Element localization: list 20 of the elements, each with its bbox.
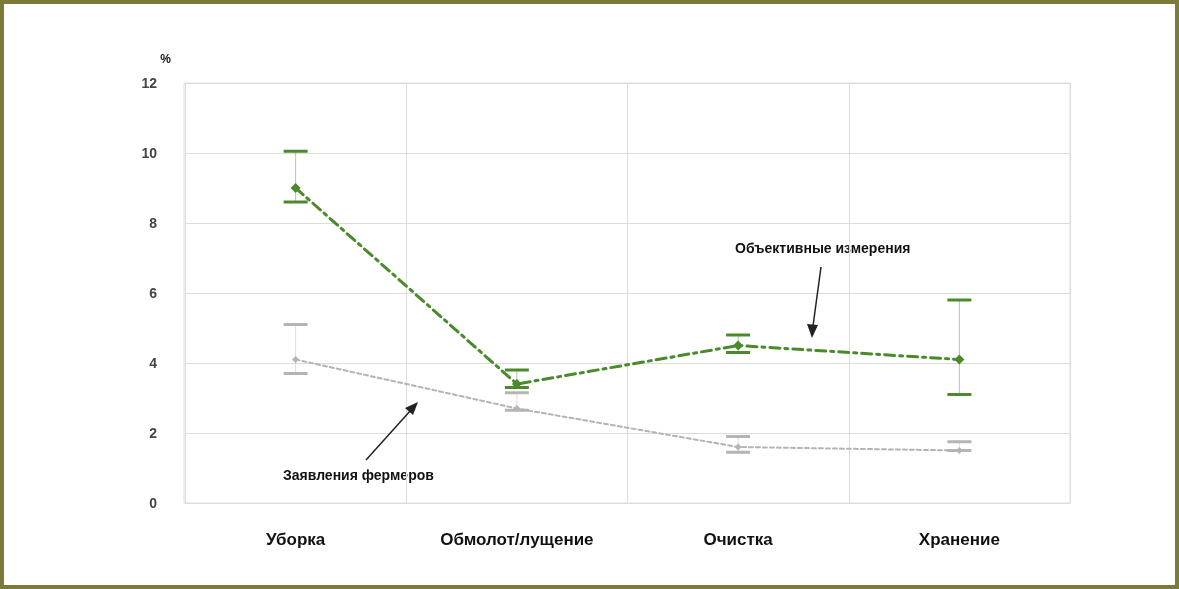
annotation: Объективные измерения [735,240,911,256]
y-tick-label: 10 [141,145,158,161]
x-tick-label: Хранение [918,530,1000,549]
point [733,340,744,351]
y-tick-label: 0 [149,495,158,511]
x-tick-label: Очистка [703,530,774,549]
point [292,356,300,363]
y-tick-label: 8 [149,215,158,231]
y-tick-label: 4 [149,355,158,371]
y-axis-title: % [160,52,172,66]
point [513,405,521,412]
point [954,354,965,365]
y-tick-label: 2 [149,425,158,441]
y-tick-label: 12 [141,75,158,91]
point [290,183,301,193]
y-tick-label: 6 [149,285,158,301]
point [734,443,742,451]
annotation: Заявления фермеров [283,467,435,483]
x-tick-label: Уборка [265,530,326,549]
x-tick-label: Обмолот/лущение [440,530,594,549]
